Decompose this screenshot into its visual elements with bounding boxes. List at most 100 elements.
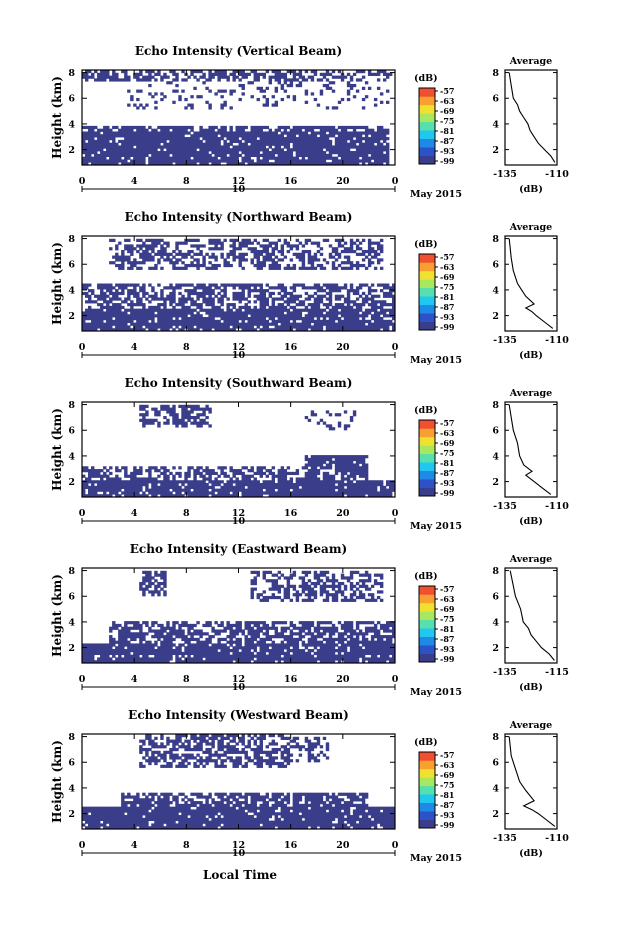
heatmap-cell: [352, 153, 357, 158]
heatmap-cell: [316, 300, 321, 304]
heatmap-cell: [280, 148, 285, 152]
heatmap-cell: [88, 134, 92, 138]
heatmap-cell: [205, 407, 209, 411]
heatmap-cell: [196, 466, 200, 470]
colorbar-segment: [419, 88, 435, 97]
heatmap-cell: [370, 297, 375, 301]
heatmap-cell: [250, 494, 254, 498]
heatmap-cell: [340, 463, 345, 467]
heatmap-cell: [334, 491, 339, 495]
heatmap-cell: [337, 311, 342, 315]
colorbar-unit: (dB): [414, 239, 438, 250]
heatmap-cell: [112, 125, 116, 130]
heatmap-cell: [304, 477, 309, 481]
heatmap-cell: [244, 283, 248, 287]
heatmap-cell: [226, 137, 230, 141]
heatmap-cell: [376, 311, 381, 315]
heatmap-cell: [223, 153, 227, 158]
heatmap-cell: [169, 325, 173, 329]
heatmap-cell: [118, 483, 122, 487]
heatmap-cell: [292, 305, 297, 310]
heatmap-cell: [145, 646, 149, 650]
heatmap-cell: [112, 162, 116, 166]
heatmap-cell: [100, 657, 104, 661]
heatmap-cell: [361, 455, 366, 459]
heatmap-cell: [361, 311, 366, 315]
heatmap-cell: [334, 294, 339, 298]
heatmap-cell: [157, 311, 161, 315]
heatmap-cell: [226, 474, 230, 478]
heatmap-cell: [352, 317, 357, 321]
heatmap-cell: [223, 159, 227, 163]
heatmap-cell: [202, 494, 206, 498]
heatmap-cell: [160, 151, 164, 155]
heatmap-cell: [316, 480, 321, 484]
heatmap-cell: [133, 261, 137, 265]
heatmap-cell: [184, 424, 188, 428]
heatmap-cell: [130, 621, 134, 625]
heatmap-cell: [124, 72, 128, 76]
heatmap-cell: [139, 637, 143, 642]
heatmap-cell: [103, 657, 107, 661]
heatmap-cell: [310, 477, 315, 481]
heatmap-cell: [106, 649, 110, 653]
heatmap-cell: [382, 137, 387, 141]
heatmap-cell: [196, 322, 200, 326]
heatmap-cell: [280, 311, 285, 315]
heatmap-cell: [340, 311, 345, 315]
heatmap-cell: [109, 314, 113, 318]
heatmap-cell: [325, 325, 330, 329]
heatmap-cell: [286, 151, 291, 155]
heatmap-cell: [256, 159, 260, 163]
heatmap-cell: [196, 311, 200, 315]
heatmap-cell: [157, 410, 161, 414]
heatmap-cell: [145, 238, 149, 242]
heatmap-cell: [124, 255, 128, 259]
heatmap-cell: [130, 247, 134, 251]
heatmap-cell: [160, 311, 164, 315]
heatmap-cell: [214, 241, 218, 245]
heatmap-cell: [310, 305, 315, 310]
heatmap-cell: [274, 263, 279, 268]
heatmap-cell: [253, 78, 257, 82]
heatmap-cell: [328, 153, 333, 158]
heatmap-cell: [196, 480, 200, 484]
heatmap-cell: [88, 294, 92, 298]
heatmap-cell: [190, 151, 194, 155]
heatmap-cell: [328, 162, 333, 166]
heatmap-cell: [157, 145, 161, 149]
heatmap-cell: [178, 474, 182, 478]
heatmap-cell: [193, 404, 197, 408]
heatmap-cell: [166, 477, 170, 481]
heatmap-cell: [157, 153, 161, 158]
heatmap-cell: [238, 139, 242, 144]
heatmap-cell: [124, 134, 128, 138]
heatmap-cell: [145, 317, 149, 321]
heatmap-cell: [286, 83, 291, 88]
heatmap-cell: [175, 424, 179, 428]
heatmap-cell: [244, 131, 248, 135]
heatmap-cell: [382, 494, 387, 498]
heatmap-cell: [118, 469, 122, 473]
heatmap-cell: [85, 657, 89, 661]
heatmap-cell: [349, 415, 354, 420]
heatmap-cell: [115, 308, 119, 312]
heatmap-cell: [253, 131, 257, 135]
heatmap-cell: [304, 455, 309, 459]
heatmap-cell: [325, 494, 330, 498]
heatmap-cell: [310, 92, 315, 96]
heatmap-cell: [202, 294, 206, 298]
heatmap-cell: [163, 305, 167, 310]
heatmap-cell: [145, 319, 149, 324]
heatmap-cell: [277, 325, 282, 329]
heatmap-cell: [184, 156, 188, 160]
heatmap-cell: [298, 477, 303, 481]
heatmap-cell: [184, 311, 188, 315]
heatmap-cell: [349, 317, 354, 321]
heatmap-cell: [118, 477, 122, 481]
heatmap-cell: [124, 247, 128, 251]
heatmap-cell: [193, 488, 197, 492]
heatmap-cell: [190, 415, 194, 420]
heatmap-cell: [175, 308, 179, 312]
heatmap-cell: [103, 153, 107, 158]
